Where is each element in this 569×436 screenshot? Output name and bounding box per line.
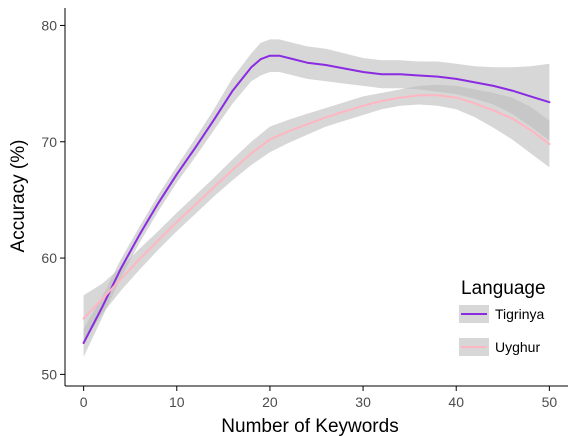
x-axis-title: Number of Keywords <box>221 416 398 436</box>
x-tick-label: 10 <box>169 394 185 410</box>
x-tick-label: 40 <box>448 394 464 410</box>
y-tick-label: 70 <box>41 134 57 150</box>
y-tick-label: 50 <box>41 366 57 382</box>
confidence-ribbons <box>83 39 550 357</box>
x-tick-label: 0 <box>80 394 88 410</box>
series-line-tigrinya <box>82 54 551 344</box>
series-lines <box>82 54 551 344</box>
series-line-uyghur <box>82 94 551 320</box>
x-tick-label: 20 <box>262 394 278 410</box>
y-tick-label: 80 <box>41 17 57 33</box>
legend-title: Language <box>461 278 546 299</box>
y-axis-title: Accuracy (%) <box>8 140 29 253</box>
legend-label-tigrinya: Tigrinya <box>495 306 544 322</box>
legend-label-uyghur: Uyghur <box>495 339 540 355</box>
ribbon-uyghur <box>83 84 550 342</box>
legend: Language Tigrinya Uyghur <box>459 278 546 356</box>
y-tick-label: 60 <box>41 250 57 266</box>
x-tick-label: 30 <box>355 394 371 410</box>
x-tick-label: 50 <box>542 394 558 410</box>
ribbon-tigrinya <box>83 39 550 357</box>
axes: 50 60 70 80 0 10 20 30 40 50 <box>41 8 568 410</box>
